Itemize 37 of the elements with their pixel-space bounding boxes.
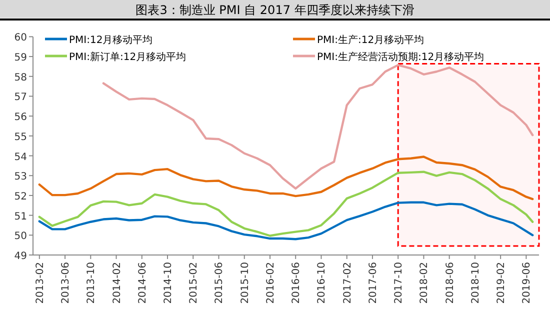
x-tick-label: 2014-06 — [137, 262, 148, 304]
y-tick-label: 49 — [14, 251, 27, 262]
x-tick-label: 2018-10 — [470, 262, 482, 304]
y-tick-label: 55 — [14, 132, 27, 143]
x-tick-label: 2016-02 — [265, 262, 276, 304]
x-tick-label: 2015-10 — [240, 262, 251, 304]
legend-label: PMI:新订单:12月移动平均 — [69, 51, 186, 63]
x-tick-label: 2016-10 — [316, 262, 328, 304]
y-tick-label: 51 — [14, 211, 27, 222]
x-tick-label: 2013-02 — [34, 262, 46, 304]
x-tick-label: 2015-06 — [214, 262, 226, 304]
x-tick-label: 2017-02 — [342, 262, 354, 304]
y-tick-label: 52 — [14, 191, 27, 202]
legend-label: PMI:12月移动平均 — [69, 34, 153, 46]
x-tick-label: 2016-06 — [291, 262, 302, 304]
x-tick-label: 2018-02 — [419, 262, 430, 304]
y-tick-label: 50 — [14, 231, 27, 242]
chart-title: 图表3：制造业 PMI 自 2017 年四季度以来持续下滑 — [136, 3, 414, 17]
x-tick-label: 2017-10 — [394, 262, 405, 304]
y-tick-label: 58 — [14, 72, 27, 84]
y-tick-label: 53 — [14, 172, 27, 183]
x-tick-label: 2017-06 — [368, 262, 379, 304]
x-tick-label: 2015-02 — [188, 262, 200, 304]
x-tick-label: 2019-02 — [496, 262, 508, 304]
x-tick-label: 2014-10 — [163, 262, 174, 304]
legend-label: PMI:生产:12月移动平均 — [317, 34, 424, 46]
y-tick-label: 54 — [14, 152, 27, 163]
y-tick-label: 57 — [14, 92, 27, 104]
y-tick-label: 56 — [14, 112, 27, 124]
x-tick-label: 2013-10 — [86, 262, 98, 304]
y-tick-label: 60 — [14, 32, 27, 44]
x-tick-label: 2014-02 — [112, 262, 123, 304]
x-tick-label: 2019-06 — [522, 262, 533, 304]
y-tick-label: 59 — [14, 52, 27, 64]
legend-label: PMI:生产经营活动预期:12月移动平均 — [317, 51, 484, 63]
x-tick-label: 2013-06 — [60, 262, 72, 304]
x-tick-label: 2018-06 — [444, 262, 456, 304]
